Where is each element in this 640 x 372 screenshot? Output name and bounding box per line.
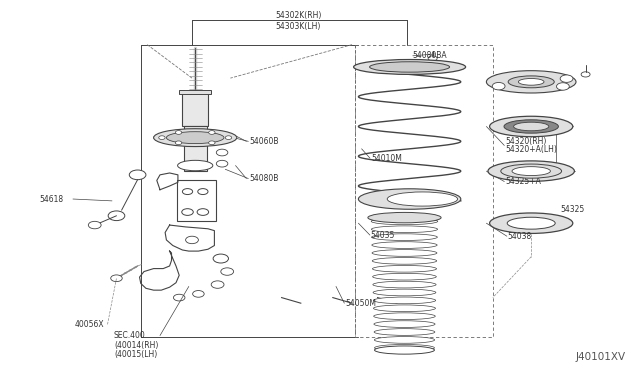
Circle shape xyxy=(182,209,193,215)
Circle shape xyxy=(173,294,185,301)
Ellipse shape xyxy=(488,161,575,181)
Text: 54010M: 54010M xyxy=(371,154,402,163)
Circle shape xyxy=(88,221,101,229)
Text: 54080A: 54080A xyxy=(512,78,541,87)
Text: (40014(RH): (40014(RH) xyxy=(114,341,158,350)
Circle shape xyxy=(211,281,224,288)
Ellipse shape xyxy=(373,289,436,296)
Ellipse shape xyxy=(372,266,436,272)
Circle shape xyxy=(213,254,228,263)
Text: 54325+A: 54325+A xyxy=(506,177,541,186)
Circle shape xyxy=(557,83,570,90)
Ellipse shape xyxy=(374,344,435,351)
Ellipse shape xyxy=(372,242,437,248)
Circle shape xyxy=(428,56,437,61)
Circle shape xyxy=(225,136,232,140)
Circle shape xyxy=(216,149,228,156)
Text: 54038: 54038 xyxy=(508,232,532,241)
FancyBboxPatch shape xyxy=(177,180,216,221)
Text: 54303K(LH): 54303K(LH) xyxy=(275,22,321,31)
Ellipse shape xyxy=(513,122,548,131)
Text: (40015(LH): (40015(LH) xyxy=(114,350,157,359)
Circle shape xyxy=(198,189,208,195)
Circle shape xyxy=(209,141,215,145)
Ellipse shape xyxy=(486,71,576,93)
Ellipse shape xyxy=(371,218,438,225)
Circle shape xyxy=(492,83,505,90)
Circle shape xyxy=(159,136,165,140)
Circle shape xyxy=(175,131,182,134)
Ellipse shape xyxy=(154,129,237,147)
Ellipse shape xyxy=(518,78,544,85)
Ellipse shape xyxy=(373,297,436,304)
Text: 54618: 54618 xyxy=(40,195,64,203)
Circle shape xyxy=(197,209,209,215)
Ellipse shape xyxy=(372,250,437,256)
Ellipse shape xyxy=(507,217,555,229)
Text: 54060B: 54060B xyxy=(250,137,279,146)
Circle shape xyxy=(193,291,204,297)
Ellipse shape xyxy=(373,281,436,288)
Circle shape xyxy=(581,72,590,77)
Text: 54050M: 54050M xyxy=(346,299,376,308)
Circle shape xyxy=(560,75,573,82)
Ellipse shape xyxy=(372,234,437,240)
Ellipse shape xyxy=(178,160,212,171)
Ellipse shape xyxy=(387,192,458,206)
Ellipse shape xyxy=(374,346,435,354)
Ellipse shape xyxy=(372,257,436,264)
Ellipse shape xyxy=(374,337,435,343)
Text: SEC.400: SEC.400 xyxy=(114,331,146,340)
Ellipse shape xyxy=(374,305,435,312)
Text: 40056X: 40056X xyxy=(75,320,104,329)
Circle shape xyxy=(175,141,182,145)
Text: 54325: 54325 xyxy=(560,205,584,214)
Text: 54320(RH): 54320(RH) xyxy=(506,137,547,146)
Ellipse shape xyxy=(374,329,435,336)
FancyBboxPatch shape xyxy=(184,126,207,171)
Circle shape xyxy=(216,160,228,167)
Circle shape xyxy=(221,268,234,275)
Ellipse shape xyxy=(504,120,558,133)
Ellipse shape xyxy=(358,189,461,209)
Text: J40101XV: J40101XV xyxy=(576,352,626,362)
Text: 54302K(RH): 54302K(RH) xyxy=(275,11,321,20)
Circle shape xyxy=(129,170,146,180)
Circle shape xyxy=(186,236,198,244)
Ellipse shape xyxy=(368,212,441,223)
Circle shape xyxy=(111,275,122,282)
FancyBboxPatch shape xyxy=(182,91,208,126)
Ellipse shape xyxy=(508,76,554,88)
Circle shape xyxy=(108,211,125,221)
Ellipse shape xyxy=(371,226,438,232)
Ellipse shape xyxy=(354,60,466,74)
Text: 54035: 54035 xyxy=(370,231,394,240)
Circle shape xyxy=(209,131,215,134)
Ellipse shape xyxy=(374,321,435,327)
Ellipse shape xyxy=(370,62,450,72)
Text: 54080B: 54080B xyxy=(250,174,279,183)
Ellipse shape xyxy=(372,273,436,280)
Ellipse shape xyxy=(166,132,224,144)
Ellipse shape xyxy=(512,167,550,176)
Ellipse shape xyxy=(374,313,435,320)
Ellipse shape xyxy=(490,213,573,234)
FancyBboxPatch shape xyxy=(179,90,211,94)
Text: 54080BA: 54080BA xyxy=(413,51,447,60)
Circle shape xyxy=(182,189,193,195)
Ellipse shape xyxy=(500,164,562,178)
Text: 54320+A(LH): 54320+A(LH) xyxy=(506,145,557,154)
Ellipse shape xyxy=(490,116,573,137)
